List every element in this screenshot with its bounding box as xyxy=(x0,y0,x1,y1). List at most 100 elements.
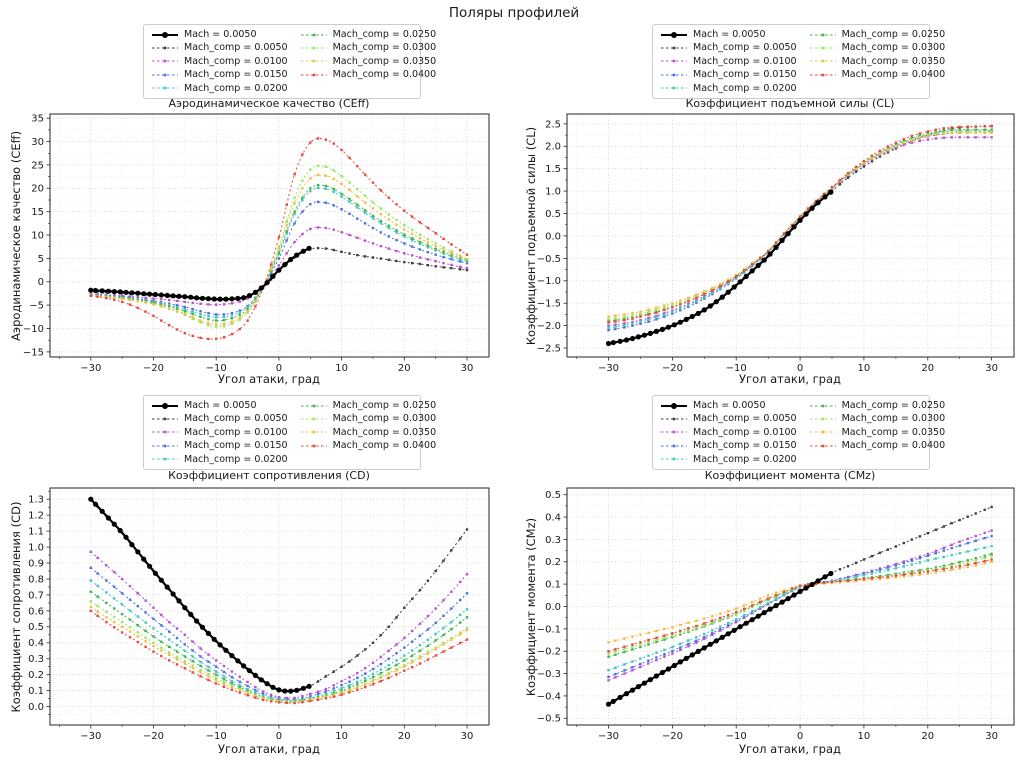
svg-text:0: 0 xyxy=(38,277,44,288)
svg-text:−0.1: −0.1 xyxy=(537,624,561,635)
x-axis-label-ceff: Угол атаки, град xyxy=(218,372,320,386)
legend-item: Mach_comp = 0.0150 xyxy=(151,439,288,452)
svg-text:10: 10 xyxy=(858,731,871,742)
svg-text:0.4: 0.4 xyxy=(545,513,561,524)
svg-text:−5: −5 xyxy=(29,301,44,312)
plot-area-cl: −30 −20 −10 0 10 20 30 2.5 2.0 1.5 1.0 0.5 0.0 −0.5 −1… xyxy=(537,113,1015,374)
svg-text:20: 20 xyxy=(31,184,44,195)
legend-item: Mach_comp = 0.0200 xyxy=(151,453,288,466)
legend-swatch xyxy=(300,404,327,407)
svg-text:−0.3: −0.3 xyxy=(537,669,561,680)
legend-swatch xyxy=(152,457,178,461)
legend-swatch xyxy=(661,431,687,434)
svg-text:0.2: 0.2 xyxy=(545,557,561,568)
legend-swatch xyxy=(661,444,687,448)
legend-item: Mach = 0.0050 xyxy=(660,28,797,41)
legend-cl: Mach = 0.0050 Mach_comp = 0.0050 Mach_comp… xyxy=(652,24,945,99)
legend-swatch xyxy=(661,73,687,77)
svg-text:−20: −20 xyxy=(143,731,164,742)
legend-item: Mach_comp = 0.0050 xyxy=(660,41,797,54)
svg-text:−10: −10 xyxy=(206,731,227,742)
svg-text:−30: −30 xyxy=(80,731,101,742)
legend-swatch xyxy=(300,417,327,421)
legend-swatch xyxy=(300,33,327,36)
legend-label: Mach_comp = 0.0300 xyxy=(332,413,437,425)
legend-label: Mach = 0.0050 xyxy=(693,400,766,411)
legend-label: Mach_comp = 0.0400 xyxy=(841,440,946,452)
legend-label: Mach_comp = 0.0250 xyxy=(841,29,946,40)
svg-text:−0.5: −0.5 xyxy=(537,714,561,725)
legend-item: Mach_comp = 0.0050 xyxy=(151,412,288,425)
legend-label: Mach_comp = 0.0050 xyxy=(693,413,797,425)
svg-text:35: 35 xyxy=(31,114,44,125)
svg-text:0.0: 0.0 xyxy=(545,602,561,613)
legend-label: Mach_comp = 0.0350 xyxy=(332,426,437,438)
legend-swatch xyxy=(152,402,178,409)
legend-swatch xyxy=(152,417,178,421)
legend-swatch xyxy=(300,444,327,448)
legend-swatch xyxy=(809,33,836,36)
x-axis-label-cd: Угол атаки, град xyxy=(218,742,320,756)
legend-swatch xyxy=(152,60,178,63)
svg-text:−20: −20 xyxy=(662,731,683,742)
svg-text:0.0: 0.0 xyxy=(545,231,561,242)
svg-text:20: 20 xyxy=(398,731,411,742)
svg-text:10: 10 xyxy=(31,230,44,241)
legend-item: Mach_comp = 0.0100 xyxy=(151,55,288,68)
legend-label: Mach_comp = 0.0200 xyxy=(184,453,288,465)
legend-item: Mach_comp = 0.0350 xyxy=(809,426,946,439)
legend-item: Mach_comp = 0.0400 xyxy=(809,68,945,81)
svg-text:−1.0: −1.0 xyxy=(537,276,561,287)
legend-label: Mach_comp = 0.0250 xyxy=(332,400,437,411)
legend-swatch xyxy=(809,431,836,434)
svg-text:0: 0 xyxy=(276,363,282,374)
chart-title-ceff: Аэродинамическое качество (CEff) xyxy=(168,97,370,110)
svg-text:−30: −30 xyxy=(80,363,101,374)
svg-text:20: 20 xyxy=(398,363,411,374)
legend-swatch xyxy=(661,86,687,90)
svg-text:−2.0: −2.0 xyxy=(537,321,561,332)
svg-text:0.5: 0.5 xyxy=(545,209,561,220)
svg-text:10: 10 xyxy=(335,363,348,374)
svg-text:10: 10 xyxy=(335,731,348,742)
legend-label: Mach_comp = 0.0050 xyxy=(184,413,288,425)
plot-area-cd: −30 −20 −10 0 10 20 30 1.3 1.2 1.1 1.0 0.9 0.8 0.7 0.6… xyxy=(28,487,490,742)
legend-label: Mach_comp = 0.0150 xyxy=(184,69,288,81)
legend-swatch xyxy=(661,402,687,409)
legend-label: Mach_comp = 0.0250 xyxy=(332,29,437,40)
svg-text:30: 30 xyxy=(985,731,998,742)
legend-item: Mach_comp = 0.0200 xyxy=(660,82,797,95)
svg-text:20: 20 xyxy=(921,363,934,374)
legend-label: Mach_comp = 0.0350 xyxy=(841,55,946,67)
legend-swatch xyxy=(300,60,327,63)
svg-text:1.2: 1.2 xyxy=(28,511,44,522)
legend-label: Mach_comp = 0.0150 xyxy=(184,440,288,452)
legend-item: Mach_comp = 0.0150 xyxy=(660,439,797,452)
legend-swatch xyxy=(809,404,836,407)
svg-text:−10: −10 xyxy=(726,731,747,742)
legend-label: Mach_comp = 0.0200 xyxy=(693,453,797,465)
legend-label: Mach_comp = 0.0100 xyxy=(693,426,797,438)
legend-item: Mach_comp = 0.0400 xyxy=(809,439,946,452)
legend-item: Mach_comp = 0.0250 xyxy=(300,399,437,412)
svg-text:−30: −30 xyxy=(598,363,619,374)
chart-title-cd: Коэффициент сопротивления (CD) xyxy=(168,469,370,482)
legend-swatch xyxy=(300,46,327,50)
legend-item: Mach_comp = 0.0250 xyxy=(809,28,946,41)
svg-text:0: 0 xyxy=(276,731,282,742)
svg-text:−20: −20 xyxy=(143,363,164,374)
svg-text:20: 20 xyxy=(921,731,934,742)
legend-label: Mach_comp = 0.0350 xyxy=(841,426,946,438)
svg-text:0: 0 xyxy=(797,363,803,374)
svg-text:−10: −10 xyxy=(23,324,44,335)
legend-item: Mach = 0.0050 xyxy=(660,399,797,412)
svg-text:2.0: 2.0 xyxy=(545,142,561,153)
svg-text:−10: −10 xyxy=(206,363,227,374)
legend-swatch xyxy=(152,444,178,448)
svg-text:1.0: 1.0 xyxy=(28,543,44,554)
legend-swatch xyxy=(300,73,327,77)
svg-text:0.5: 0.5 xyxy=(545,490,561,501)
svg-text:0.2: 0.2 xyxy=(28,670,44,681)
svg-text:0.0: 0.0 xyxy=(28,702,44,713)
legend-swatch xyxy=(809,60,836,63)
